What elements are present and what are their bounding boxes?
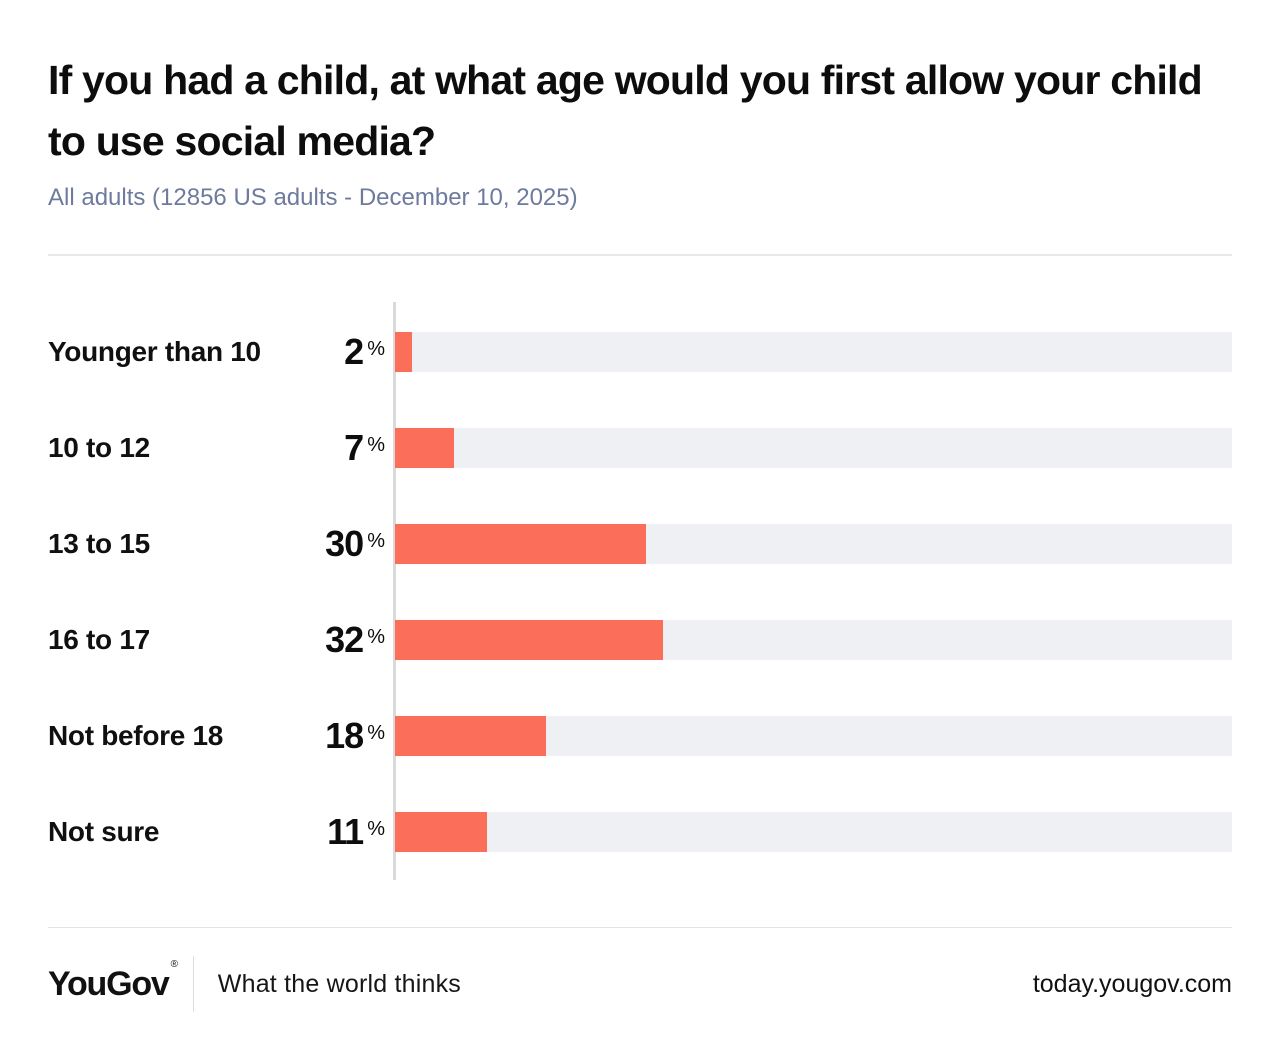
- bar-chart: Younger than 10 2% 10 to 12 7% 13 to 15 …: [48, 302, 1232, 880]
- category-label: 10 to 12: [48, 432, 150, 463]
- bar-track: [395, 428, 1232, 468]
- percent-sign: %: [367, 626, 385, 648]
- yougov-logo-text: YouGov: [48, 964, 170, 1003]
- bar-track: [395, 620, 1232, 660]
- value-number: 18: [325, 715, 364, 756]
- bar: [395, 812, 488, 852]
- percent-sign: %: [367, 338, 385, 360]
- value-label: 32%: [303, 619, 395, 661]
- registered-trademark-icon: ®: [170, 959, 178, 971]
- value-number: 2: [344, 331, 364, 372]
- bar: [395, 716, 546, 756]
- value-label: 30%: [303, 523, 395, 565]
- category-label: 13 to 15: [48, 528, 150, 559]
- bar-row: Younger than 10 2%: [48, 331, 1232, 373]
- value-number: 30: [325, 523, 364, 564]
- percent-sign: %: [367, 434, 385, 456]
- y-axis-line: [393, 302, 396, 880]
- bar-track: [395, 716, 1232, 756]
- value-label: 2%: [303, 331, 395, 373]
- category-label: Not sure: [48, 816, 160, 847]
- percent-sign: %: [367, 818, 385, 840]
- footer-site-url: today.yougov.com: [1032, 969, 1232, 998]
- category-label: Younger than 10: [48, 336, 261, 367]
- value-number: 7: [344, 427, 364, 468]
- value-number: 11: [327, 811, 364, 852]
- footer: YouGov ® What the world thinks today.youg…: [48, 955, 1232, 1013]
- category-label: Not before 18: [48, 720, 224, 751]
- percent-sign: %: [367, 530, 385, 552]
- yougov-logo: YouGov ®: [48, 959, 178, 1004]
- bar-row: 13 to 15 30%: [48, 523, 1232, 565]
- footer-tagline: What the world thinks: [217, 969, 461, 998]
- percent-sign: %: [367, 722, 385, 744]
- value-number: 32: [325, 619, 364, 660]
- bar-track: [395, 812, 1232, 852]
- page-title: If you had a child, at what age would yo…: [48, 57, 1203, 164]
- bar-track: [395, 332, 1232, 372]
- bar-row: 16 to 17 32%: [48, 619, 1232, 661]
- value-label: 7%: [303, 427, 395, 469]
- footer-divider: [48, 927, 1232, 928]
- bar-row: 10 to 12 7%: [48, 427, 1232, 469]
- bar: [395, 620, 663, 660]
- chart-subtitle: All adults (12856 US adults - December 1…: [48, 184, 578, 211]
- bar: [395, 428, 454, 468]
- footer-separator: [192, 956, 194, 1012]
- bar-rows: Younger than 10 2% 10 to 12 7% 13 to 15 …: [48, 331, 1232, 853]
- value-label: 11%: [303, 811, 395, 853]
- bar-row: Not sure 11%: [48, 811, 1232, 853]
- value-label: 18%: [303, 715, 395, 757]
- bar-track: [395, 524, 1232, 564]
- bar: [395, 524, 647, 564]
- header-divider: [48, 254, 1232, 256]
- category-label: 16 to 17: [48, 624, 150, 655]
- bar: [395, 332, 412, 372]
- bar-row: Not before 18 18%: [48, 715, 1232, 757]
